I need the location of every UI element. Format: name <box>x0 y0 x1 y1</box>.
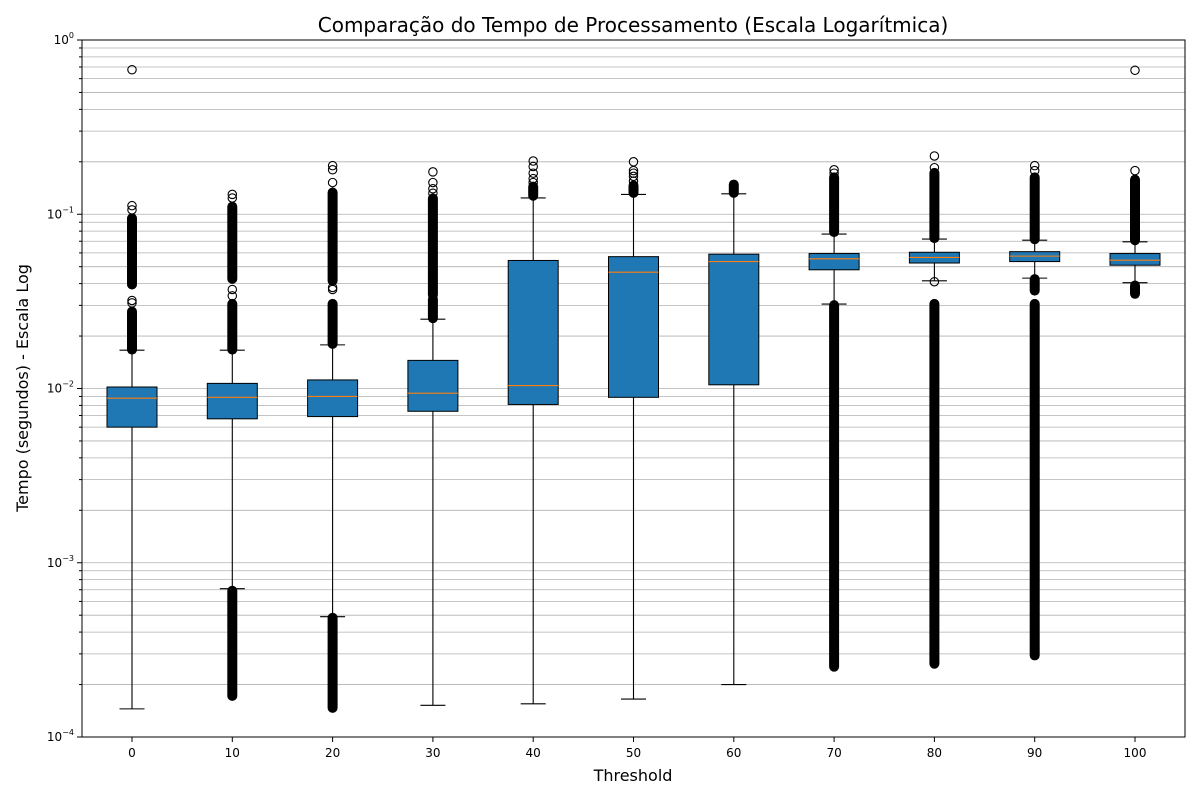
flier-cluster <box>1029 298 1040 661</box>
flier-cluster <box>829 172 840 238</box>
box-threshold-20 <box>307 160 359 713</box>
flier-point <box>1029 160 1040 171</box>
x-tick-label: 30 <box>425 746 440 760</box>
flier-point <box>428 188 438 198</box>
flier-point <box>127 295 137 306</box>
flier-cluster <box>327 298 338 349</box>
y-tick-label: 10−4 <box>47 728 74 744</box>
flier-point <box>327 177 338 188</box>
flier-point <box>227 291 238 301</box>
y-tick-label: 10−3 <box>47 554 74 570</box>
box-threshold-40 <box>507 156 559 705</box>
flier-point <box>127 200 137 211</box>
y-tick-label: 100 <box>54 31 74 47</box>
x-tick-label: 70 <box>826 746 841 760</box>
flier-point <box>327 160 338 171</box>
box-threshold-100 <box>1109 65 1161 299</box>
box-threshold-80 <box>908 151 960 669</box>
y-tick-label: 10−1 <box>47 205 74 221</box>
y-tick-label: 10−2 <box>47 380 74 396</box>
flier-point <box>227 193 238 203</box>
boxes <box>106 64 1161 713</box>
flier-point <box>428 167 438 177</box>
flier-point <box>829 165 839 175</box>
flier-point <box>127 205 137 215</box>
flier-cluster <box>127 213 137 290</box>
flier-point <box>327 165 338 175</box>
iqr-box <box>1109 253 1161 266</box>
flier-cluster <box>1130 174 1140 246</box>
x-axis-label: Threshold <box>593 766 673 785</box>
x-tick-label: 90 <box>1027 746 1042 760</box>
flier-cluster <box>1029 172 1040 245</box>
flier-cluster <box>929 298 940 669</box>
flier-cluster <box>127 306 137 355</box>
box-threshold-60 <box>708 179 760 686</box>
flier-point <box>528 173 538 184</box>
box-threshold-0 <box>106 64 158 710</box>
iqr-box <box>407 359 459 412</box>
flier-cluster <box>829 300 840 672</box>
iqr-box <box>808 253 860 271</box>
flier-point <box>829 168 839 178</box>
flier-cluster <box>1130 280 1140 299</box>
flier-cluster <box>227 585 238 701</box>
flier-cluster <box>427 193 438 300</box>
flier-point <box>628 157 639 167</box>
x-tick-label: 100 <box>1124 746 1147 760</box>
flier-cluster <box>227 298 238 355</box>
flier-cluster <box>327 612 338 713</box>
flier-point <box>127 64 137 75</box>
flier-point <box>528 161 538 172</box>
flier-point <box>428 177 438 188</box>
box-threshold-30 <box>407 167 459 706</box>
flier-point <box>327 284 338 295</box>
x-tick-label: 80 <box>927 746 942 760</box>
flier-cluster <box>327 187 338 286</box>
box-threshold-70 <box>808 165 860 672</box>
box-threshold-50 <box>608 157 659 700</box>
flier-point <box>1130 165 1140 176</box>
x-tick-label: 50 <box>626 746 641 760</box>
flier-point <box>628 171 639 182</box>
flier-point <box>929 276 940 287</box>
x-tick-label: 20 <box>325 746 340 760</box>
iqr-box <box>507 259 559 405</box>
iqr-box <box>307 379 359 418</box>
x-tick-label: 40 <box>526 746 541 760</box>
axis-ticks: 10−4 10−3 10−2 10−1 100 0 10 20 30 40 50 60 70 80 90 10… <box>47 31 1147 760</box>
flier-point <box>929 151 940 161</box>
x-tick-label: 10 <box>225 746 240 760</box>
flier-point <box>628 168 639 178</box>
iqr-box <box>608 256 659 398</box>
flier-point <box>227 284 238 295</box>
flier-point <box>227 189 238 200</box>
flier-point <box>528 156 538 166</box>
flier-cluster <box>427 294 438 324</box>
flier-point <box>127 298 137 308</box>
flier-point <box>528 177 538 188</box>
x-tick-label: 0 <box>128 746 136 760</box>
flier-point <box>528 168 538 178</box>
iqr-box <box>106 386 158 428</box>
flier-cluster <box>1029 274 1040 296</box>
x-tick-label: 60 <box>726 746 741 760</box>
y-axis-label: Tempo (segundos) - Escala Log <box>13 264 32 513</box>
chart-title: Comparação do Tempo de Processamento (Es… <box>318 13 949 37</box>
flier-point <box>428 184 438 194</box>
flier-point <box>327 282 338 293</box>
flier-point <box>929 162 940 173</box>
iqr-box <box>206 382 258 420</box>
flier-cluster <box>227 201 238 284</box>
box-threshold-90 <box>1009 160 1061 661</box>
flier-cluster <box>929 167 940 244</box>
box-threshold-10 <box>206 189 258 701</box>
flier-point <box>1130 65 1140 76</box>
flier-cluster <box>728 179 739 198</box>
flier-point <box>1029 165 1040 176</box>
iqr-box <box>708 253 760 386</box>
